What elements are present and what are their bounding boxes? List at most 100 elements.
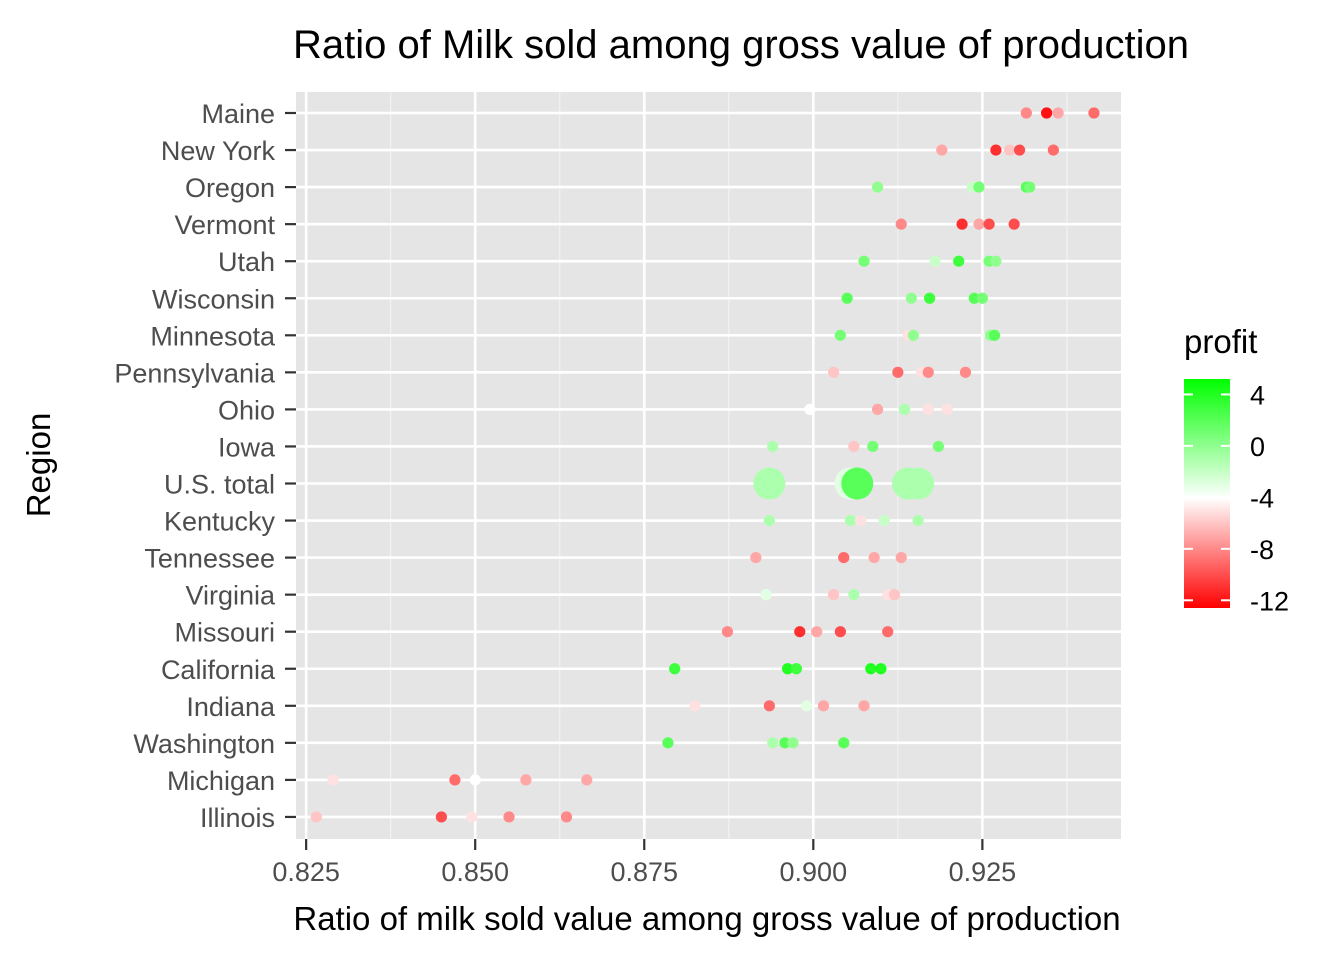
y-tick-label: Vermont (174, 210, 275, 240)
data-point (1088, 107, 1100, 119)
y-tick-label: New York (161, 136, 276, 166)
data-point (844, 514, 857, 527)
data-point (922, 366, 934, 378)
data-point (990, 255, 1002, 267)
data-point (858, 700, 870, 712)
data-point (983, 218, 995, 230)
data-point (882, 626, 894, 638)
data-point (922, 403, 934, 415)
data-point (912, 514, 924, 527)
y-tick-label: Illinois (200, 803, 275, 833)
y-tick-label: Missouri (174, 618, 275, 648)
data-point (875, 663, 887, 675)
data-point (435, 811, 447, 823)
data-point (581, 774, 593, 786)
x-tick-label: 0.925 (949, 857, 1017, 887)
x-tick-label: 0.875 (610, 857, 678, 887)
data-point (838, 552, 850, 564)
data-point (1013, 144, 1026, 156)
data-point (905, 292, 917, 304)
data-point (959, 366, 972, 378)
data-point (1024, 181, 1036, 193)
y-tick-label: Kentucky (164, 507, 276, 537)
data-point (503, 811, 515, 823)
data-point (865, 663, 877, 675)
y-axis: Maine New York Oregon Vermont Utah Wisconsin M… (114, 99, 296, 833)
y-tick-label: California (161, 655, 276, 685)
data-point (310, 811, 322, 823)
data-point (520, 774, 532, 786)
data-point (941, 403, 953, 415)
data-point (956, 218, 968, 230)
data-point (763, 514, 775, 527)
y-tick-label: Indiana (186, 692, 276, 722)
y-tick-label: Maine (201, 99, 275, 129)
data-point (932, 440, 945, 453)
data-point (892, 366, 904, 378)
data-point (871, 181, 884, 193)
legend: profit 4 0 -4 -8 -12 (1184, 323, 1289, 616)
legend-tick-label: -8 (1250, 535, 1274, 565)
y-tick-label: Utah (218, 247, 275, 277)
data-point (841, 292, 853, 304)
data-point (858, 255, 870, 267)
y-tick-label: Iowa (218, 432, 276, 462)
legend-tick-label: 4 (1250, 380, 1265, 410)
data-point (855, 514, 867, 527)
y-tick-label: Ohio (218, 395, 275, 425)
data-point (868, 552, 880, 564)
data-point (953, 255, 965, 267)
y-axis-title: Region (20, 413, 57, 518)
x-axis: 0.825 0.850 0.875 0.900 0.925 (272, 839, 1016, 887)
data-point (763, 700, 775, 712)
data-point (973, 181, 985, 193)
y-tick-label: Wisconsin (152, 284, 275, 314)
chart-title: Ratio of Milk sold among gross value of … (293, 23, 1189, 67)
x-axis-title: Ratio of milk sold value among gross val… (293, 900, 1120, 937)
data-point (878, 514, 890, 527)
data-point (907, 329, 919, 341)
data-point (1041, 107, 1053, 119)
data-point (1047, 144, 1059, 156)
data-point (811, 626, 823, 638)
data-point (790, 663, 803, 675)
data-point (895, 218, 907, 230)
data-point (753, 467, 786, 500)
y-tick-label: Oregon (185, 173, 275, 203)
data-point (902, 467, 935, 500)
data-point (1008, 218, 1020, 230)
data-point (888, 589, 901, 601)
data-point (469, 774, 481, 786)
data-point (1003, 144, 1016, 156)
legend-title: profit (1184, 323, 1257, 360)
y-tick-label: Tennessee (144, 544, 275, 574)
legend-tick-label: 0 (1250, 432, 1265, 462)
data-point (662, 737, 674, 749)
data-point (767, 737, 779, 749)
data-point (750, 552, 762, 564)
data-point (936, 144, 948, 156)
legend-tick-label: -12 (1250, 586, 1289, 616)
data-point (834, 626, 846, 638)
data-point (779, 737, 791, 749)
y-tick-label: Minnesota (150, 321, 276, 351)
data-point (782, 663, 794, 675)
y-tick-label: Pennsylvania (114, 358, 276, 388)
data-point (973, 218, 985, 230)
data-point (760, 589, 772, 601)
x-tick-label: 0.900 (780, 857, 848, 887)
data-point (449, 774, 461, 786)
plot-panel (296, 92, 1121, 839)
data-point (804, 403, 816, 415)
x-tick-label: 0.825 (272, 857, 340, 887)
data-point (848, 589, 860, 601)
data-point (327, 774, 339, 786)
data-point (828, 366, 840, 378)
y-tick-label: Michigan (167, 766, 275, 796)
y-tick-label: Virginia (185, 581, 276, 611)
data-point (794, 626, 806, 638)
y-tick-label: U.S. total (164, 470, 275, 500)
data-point (895, 552, 907, 564)
data-point (800, 700, 813, 712)
